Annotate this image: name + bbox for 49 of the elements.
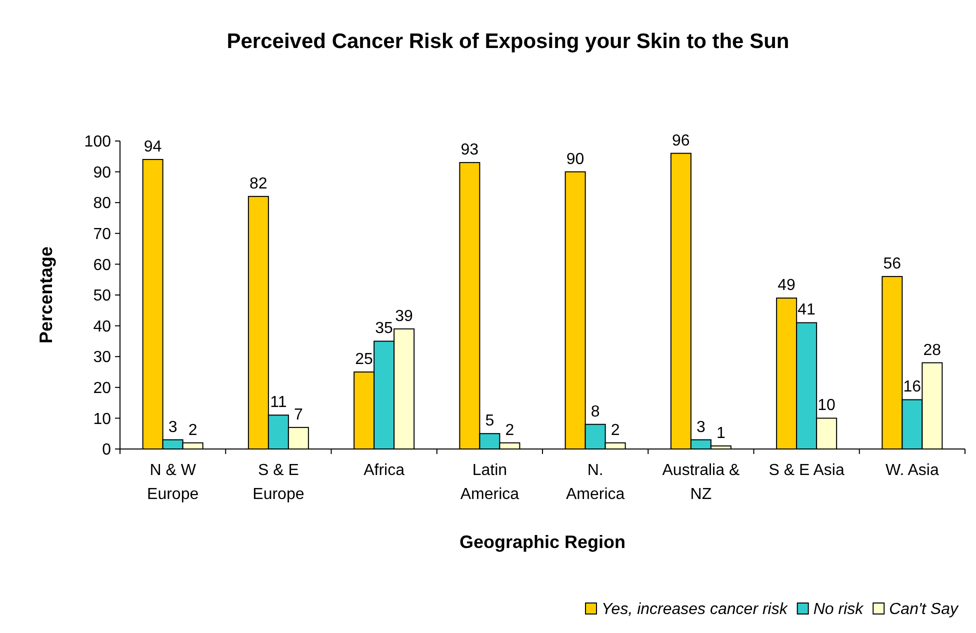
- legend-label: No risk: [813, 601, 864, 618]
- x-tick-label: W. Asia: [886, 462, 939, 479]
- data-label: 96: [672, 132, 690, 150]
- y-tick-label: 10: [93, 410, 112, 428]
- data-label: 41: [798, 302, 816, 319]
- data-label: 93: [460, 142, 479, 159]
- data-label: 1: [716, 424, 726, 442]
- data-label: 94: [144, 138, 162, 156]
- data-label: 5: [485, 412, 494, 430]
- data-label: 7: [294, 406, 303, 424]
- data-label: 39: [395, 308, 414, 325]
- data-label: 10: [818, 397, 836, 414]
- data-label: 56: [883, 256, 902, 273]
- x-tick-label: S & E Europe: [252, 462, 304, 503]
- y-tick-label: 50: [93, 288, 112, 305]
- data-label: 8: [590, 403, 600, 420]
- x-tick-label: N & W Europe: [147, 462, 199, 503]
- data-label: 2: [188, 422, 198, 439]
- legend-label: Yes, increases cancer risk: [602, 601, 788, 618]
- data-label: 82: [250, 175, 268, 192]
- data-label: 3: [696, 418, 706, 436]
- data-label: 35: [375, 320, 394, 338]
- y-tick-label: 30: [93, 349, 112, 366]
- y-tick-label: 80: [93, 195, 112, 212]
- x-tick-label: Latin America: [460, 462, 520, 503]
- y-tick-label: 90: [93, 164, 112, 182]
- y-tick-label: 40: [93, 318, 112, 336]
- chart-title: Perceived Cancer Risk of Exposing your Skin to the Sun: [226, 30, 790, 53]
- y-tick-label: 0: [102, 442, 112, 459]
- data-label: 2: [610, 422, 620, 439]
- data-label: 49: [778, 277, 796, 294]
- data-label: 2: [505, 422, 514, 439]
- data-label: 11: [270, 394, 287, 412]
- y-tick-label: 60: [93, 256, 112, 274]
- data-label: 28: [923, 342, 942, 359]
- y-tick-label: 100: [84, 134, 112, 151]
- y-tick-label: 70: [93, 226, 112, 243]
- y-axis-title: Percentage: [36, 246, 56, 344]
- legend-label: Can't Say: [889, 601, 959, 618]
- x-tick-label: S & E Asia: [768, 462, 844, 479]
- x-tick-label: N. America: [566, 462, 625, 503]
- x-axis-title: Geographic Region: [459, 532, 626, 552]
- x-tick-label: Africa: [364, 462, 405, 479]
- data-label: 16: [903, 378, 922, 396]
- data-label: 90: [566, 150, 584, 168]
- x-tick-label: Australia & NZ: [662, 462, 740, 503]
- y-tick-label: 20: [93, 380, 112, 397]
- data-label: 3: [168, 418, 178, 436]
- data-label: 25: [355, 351, 374, 368]
